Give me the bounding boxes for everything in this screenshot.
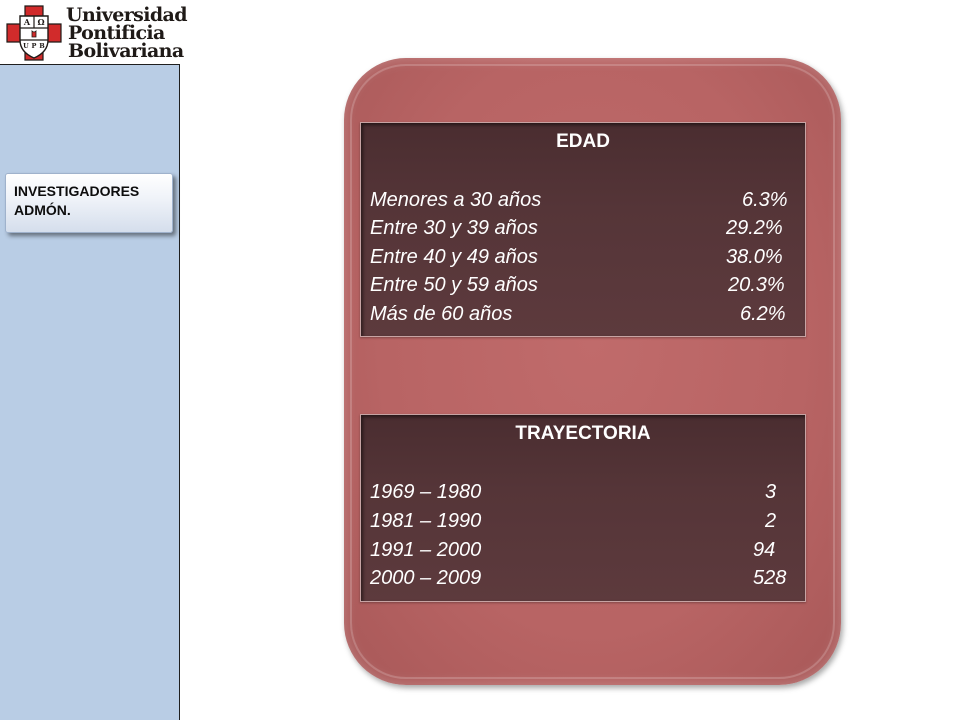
row-label: Entre 50 y 59 años <box>370 274 538 296</box>
age-table: EDAD Menores a 30 años 6.3% Entre 30 y 3… <box>360 122 806 337</box>
table-row: 1981 – 1990 2 <box>370 507 787 535</box>
table-row: 2000 – 2009 528 <box>370 564 787 592</box>
row-label: 1991 – 2000 <box>370 539 482 561</box>
table-row: 1969 – 1980 3 <box>370 478 787 506</box>
row-label: Menores a 30 años <box>370 189 542 211</box>
table-row: Entre 40 y 49 años 38.0% <box>370 243 787 271</box>
university-name: Universidad Pontificia Bolivariana <box>66 4 188 62</box>
row-value: 3 <box>765 481 777 503</box>
investigadores-admon-button[interactable]: INVESTIGADORES ADMÓN. <box>5 173 173 233</box>
svg-text:P: P <box>32 42 37 50</box>
sidebar: A Ω U P B Universidad Pontificia Bolivar… <box>0 0 188 720</box>
university-seal-icon: A Ω U P B <box>6 5 62 61</box>
table-row: Menores a 30 años 6.3% <box>370 186 788 214</box>
trajectory-table: TRAYECTORIA 1969 – 1980 3 1981 – 1990 2 … <box>360 414 806 602</box>
table-row: Entre 30 y 39 años 29.2% <box>370 214 787 242</box>
svg-text:A: A <box>23 17 31 27</box>
row-value: 94 <box>753 539 776 561</box>
row-value: 6.3% <box>742 189 788 211</box>
svg-text:B: B <box>39 42 45 50</box>
table-row: 1991 – 2000 94 <box>370 536 787 564</box>
table-row: Más de 60 años 6.2% <box>370 300 787 328</box>
row-label: Más de 60 años <box>370 303 513 325</box>
table-row: Entre 50 y 59 años 20.3% <box>370 271 787 299</box>
university-logo: A Ω U P B Universidad Pontificia Bolivar… <box>0 0 188 65</box>
svg-text:U: U <box>23 42 29 50</box>
row-label: Entre 40 y 49 años <box>370 246 538 268</box>
row-label: 2000 – 2009 <box>370 567 482 589</box>
row-label: 1981 – 1990 <box>370 510 482 532</box>
row-value: 2 <box>765 510 777 532</box>
trajectory-table-title: TRAYECTORIA <box>515 423 651 444</box>
row-value: 38.0% <box>726 246 783 268</box>
row-value: 528 <box>753 567 787 589</box>
nav-button-label-line-1: INVESTIGADORES <box>14 183 140 199</box>
row-label: 1969 – 1980 <box>370 481 482 503</box>
row-value: 29.2% <box>726 217 783 239</box>
row-value: 20.3% <box>728 274 785 296</box>
svg-text:Ω: Ω <box>37 17 44 27</box>
row-value: 6.2% <box>740 303 786 325</box>
age-table-title: EDAD <box>556 131 610 152</box>
nav-button-label-line-2: ADMÓN. <box>14 202 71 218</box>
row-label: Entre 30 y 39 años <box>370 217 538 239</box>
